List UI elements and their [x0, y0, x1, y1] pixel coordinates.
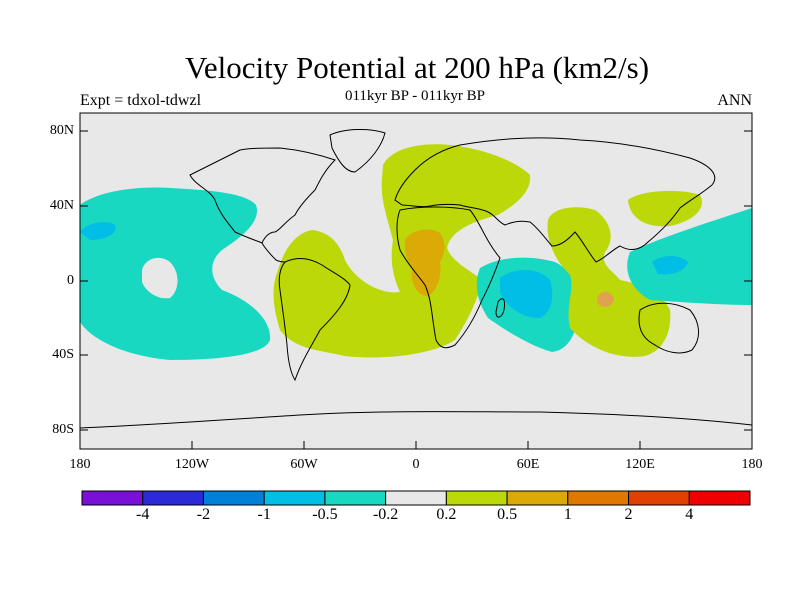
coastline-europe-asia — [394, 137, 716, 263]
lon-label-0: 0 — [412, 457, 420, 472]
lon-label-60e: 60E — [516, 457, 540, 472]
lon-label-180e: 180 — [741, 457, 763, 472]
colorbar-label: -4 — [136, 506, 150, 523]
positive-core-africa — [404, 229, 445, 296]
axis-ticks — [79, 130, 753, 449]
coastlines — [79, 129, 753, 429]
positive-region-asia-australia — [547, 207, 671, 357]
coastline-south-america — [278, 257, 351, 382]
lon-label-120w: 120W — [174, 457, 210, 472]
lat-label-40s: 40S — [52, 347, 74, 362]
colorbar-box — [324, 490, 387, 506]
colorbar-box — [445, 490, 508, 506]
coastline-madagascar — [495, 298, 505, 318]
negative-core-pacific — [80, 222, 116, 240]
colorbar-box — [263, 490, 326, 506]
lon-label-180w: 180 — [69, 457, 91, 472]
colorbar-label: 1 — [563, 506, 572, 523]
lon-label-60w: 60W — [290, 457, 318, 472]
lat-label-40n: 40N — [49, 198, 74, 213]
positive-core-indonesia — [597, 292, 614, 307]
colorbar-box — [385, 490, 447, 506]
positive-region-japan — [628, 190, 702, 227]
colorbar-label: -0.2 — [372, 506, 399, 523]
coastline-greenland — [329, 129, 386, 173]
lat-label-80s: 80S — [52, 422, 74, 437]
period-label: 011kyr BP - 011kyr BP — [344, 88, 485, 104]
colorbar — [81, 490, 751, 506]
coastline-north-america — [189, 147, 336, 244]
colorbar-label: 0.2 — [436, 506, 457, 523]
colorbar-label: 2 — [624, 506, 633, 523]
neutral-hole-pacific — [142, 257, 178, 299]
colorbar-box — [567, 490, 630, 506]
colorbar-box — [628, 490, 690, 506]
colorbar-label: -0.5 — [312, 506, 338, 523]
coastline-australia — [638, 302, 699, 354]
colorbar-label: -1 — [257, 506, 271, 523]
positive-region-atlantic — [273, 144, 531, 358]
lon-label-120e: 120E — [625, 457, 655, 472]
lat-label-80n: 80N — [49, 123, 74, 138]
experiment-label: Expt = tdxol-tdwzl — [80, 92, 202, 109]
coastline-antarctica — [79, 411, 753, 429]
colorbar-box — [688, 490, 751, 506]
season-label: ANN — [717, 92, 752, 109]
negative-core-west-pacific — [652, 256, 688, 275]
colorbar-box — [142, 490, 204, 506]
coastline-central-america — [261, 242, 286, 263]
negative-core-indian — [500, 269, 553, 318]
colorbar-box — [506, 490, 569, 506]
colorbar-box — [81, 490, 144, 506]
contour-fills — [80, 144, 752, 360]
colorbar-box — [202, 490, 265, 506]
colorbar-label: 4 — [685, 506, 694, 523]
colorbar-label: -2 — [196, 506, 211, 523]
coastline-africa — [396, 206, 501, 349]
negative-region-west-pacific — [627, 208, 752, 305]
map-title: Velocity Potential at 200 hPa (km2/s) — [184, 50, 650, 85]
colorbar-label: 0.5 — [497, 506, 518, 523]
lat-label-0: 0 — [67, 273, 74, 288]
